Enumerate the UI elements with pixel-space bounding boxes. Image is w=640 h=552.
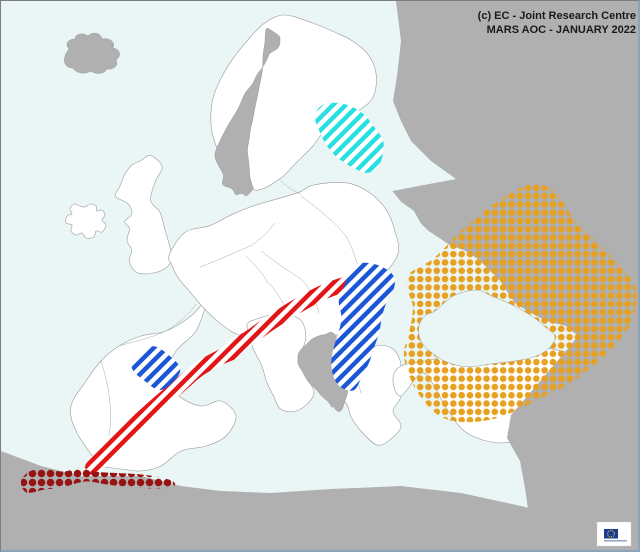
svg-text:MARS AOC - JANUARY 2022: MARS AOC - JANUARY 2022 bbox=[487, 24, 636, 36]
svg-text:(c) EC - Joint Research Centre: (c) EC - Joint Research Centre bbox=[478, 10, 636, 22]
